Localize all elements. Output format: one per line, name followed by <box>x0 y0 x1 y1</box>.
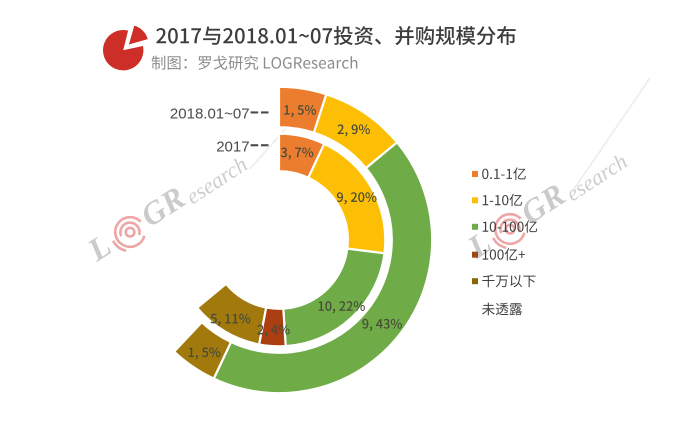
svg-text:2018.01~07: 2018.01~07 <box>170 106 250 123</box>
svg-text:2017: 2017 <box>216 138 249 155</box>
